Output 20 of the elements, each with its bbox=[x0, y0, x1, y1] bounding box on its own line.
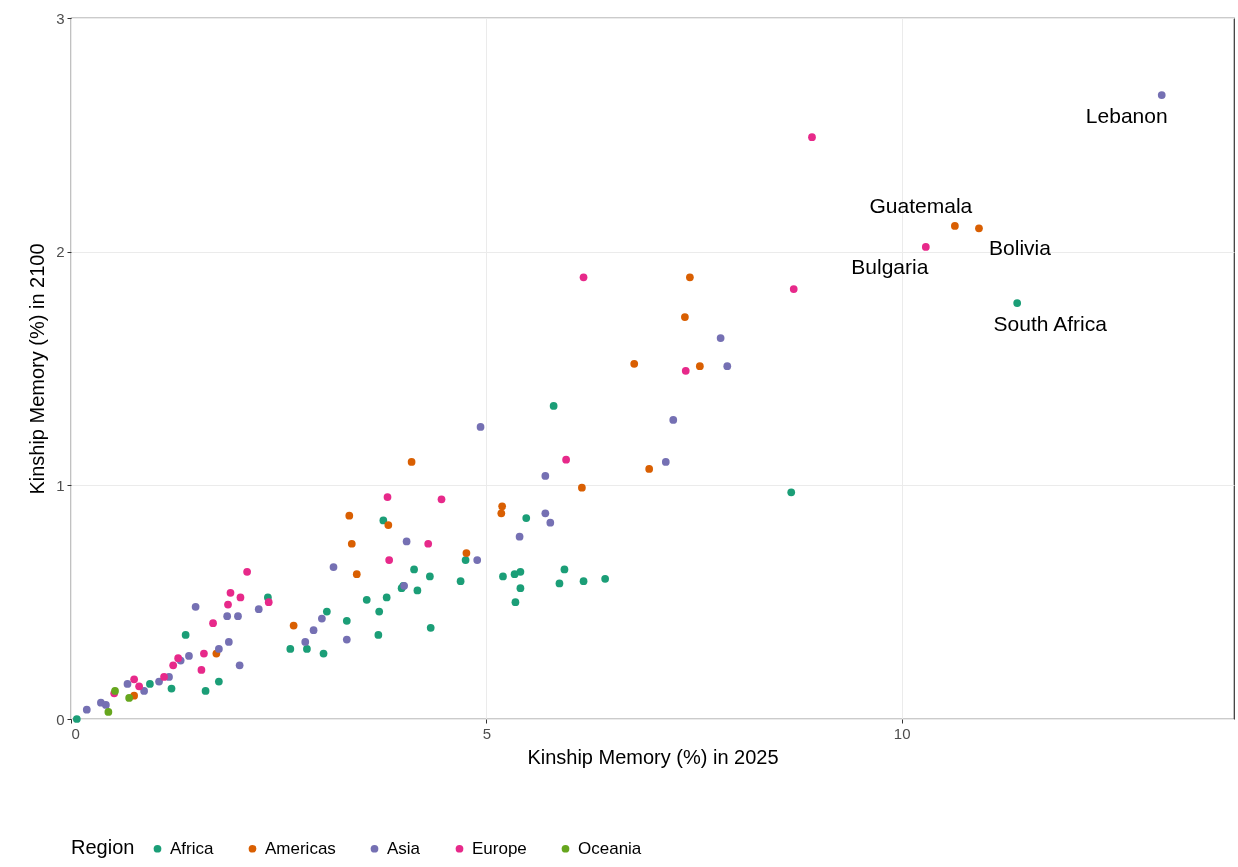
legend-label: Europe bbox=[472, 838, 527, 858]
annotation: Bulgaria bbox=[851, 254, 929, 278]
x-axis-title: Kinship Memory (%) in 2025 bbox=[527, 745, 779, 768]
y-tick-label: 1 bbox=[56, 476, 65, 494]
annotation: South Africa bbox=[993, 312, 1108, 336]
y-tick-label: 0 bbox=[56, 710, 65, 728]
x-tick-label: 10 bbox=[893, 724, 911, 742]
x-tick-label: 0 bbox=[71, 724, 80, 742]
legend-label: Oceania bbox=[578, 838, 642, 858]
y-tick-label: 3 bbox=[56, 9, 65, 27]
legend-title: Region bbox=[71, 836, 135, 858]
legend-label: Asia bbox=[387, 838, 421, 858]
y-tick-label: 2 bbox=[56, 243, 65, 261]
annotation: Bolivia bbox=[989, 236, 1052, 260]
legend-label: Africa bbox=[170, 838, 214, 858]
annotation: Guatemala bbox=[869, 193, 973, 217]
y-axis-title: Kinship Memory (%) in 2100 bbox=[26, 243, 49, 495]
x-tick-label: 5 bbox=[482, 724, 492, 742]
annotation: Lebanon bbox=[1085, 104, 1168, 128]
legend-label: Americas bbox=[265, 838, 336, 858]
